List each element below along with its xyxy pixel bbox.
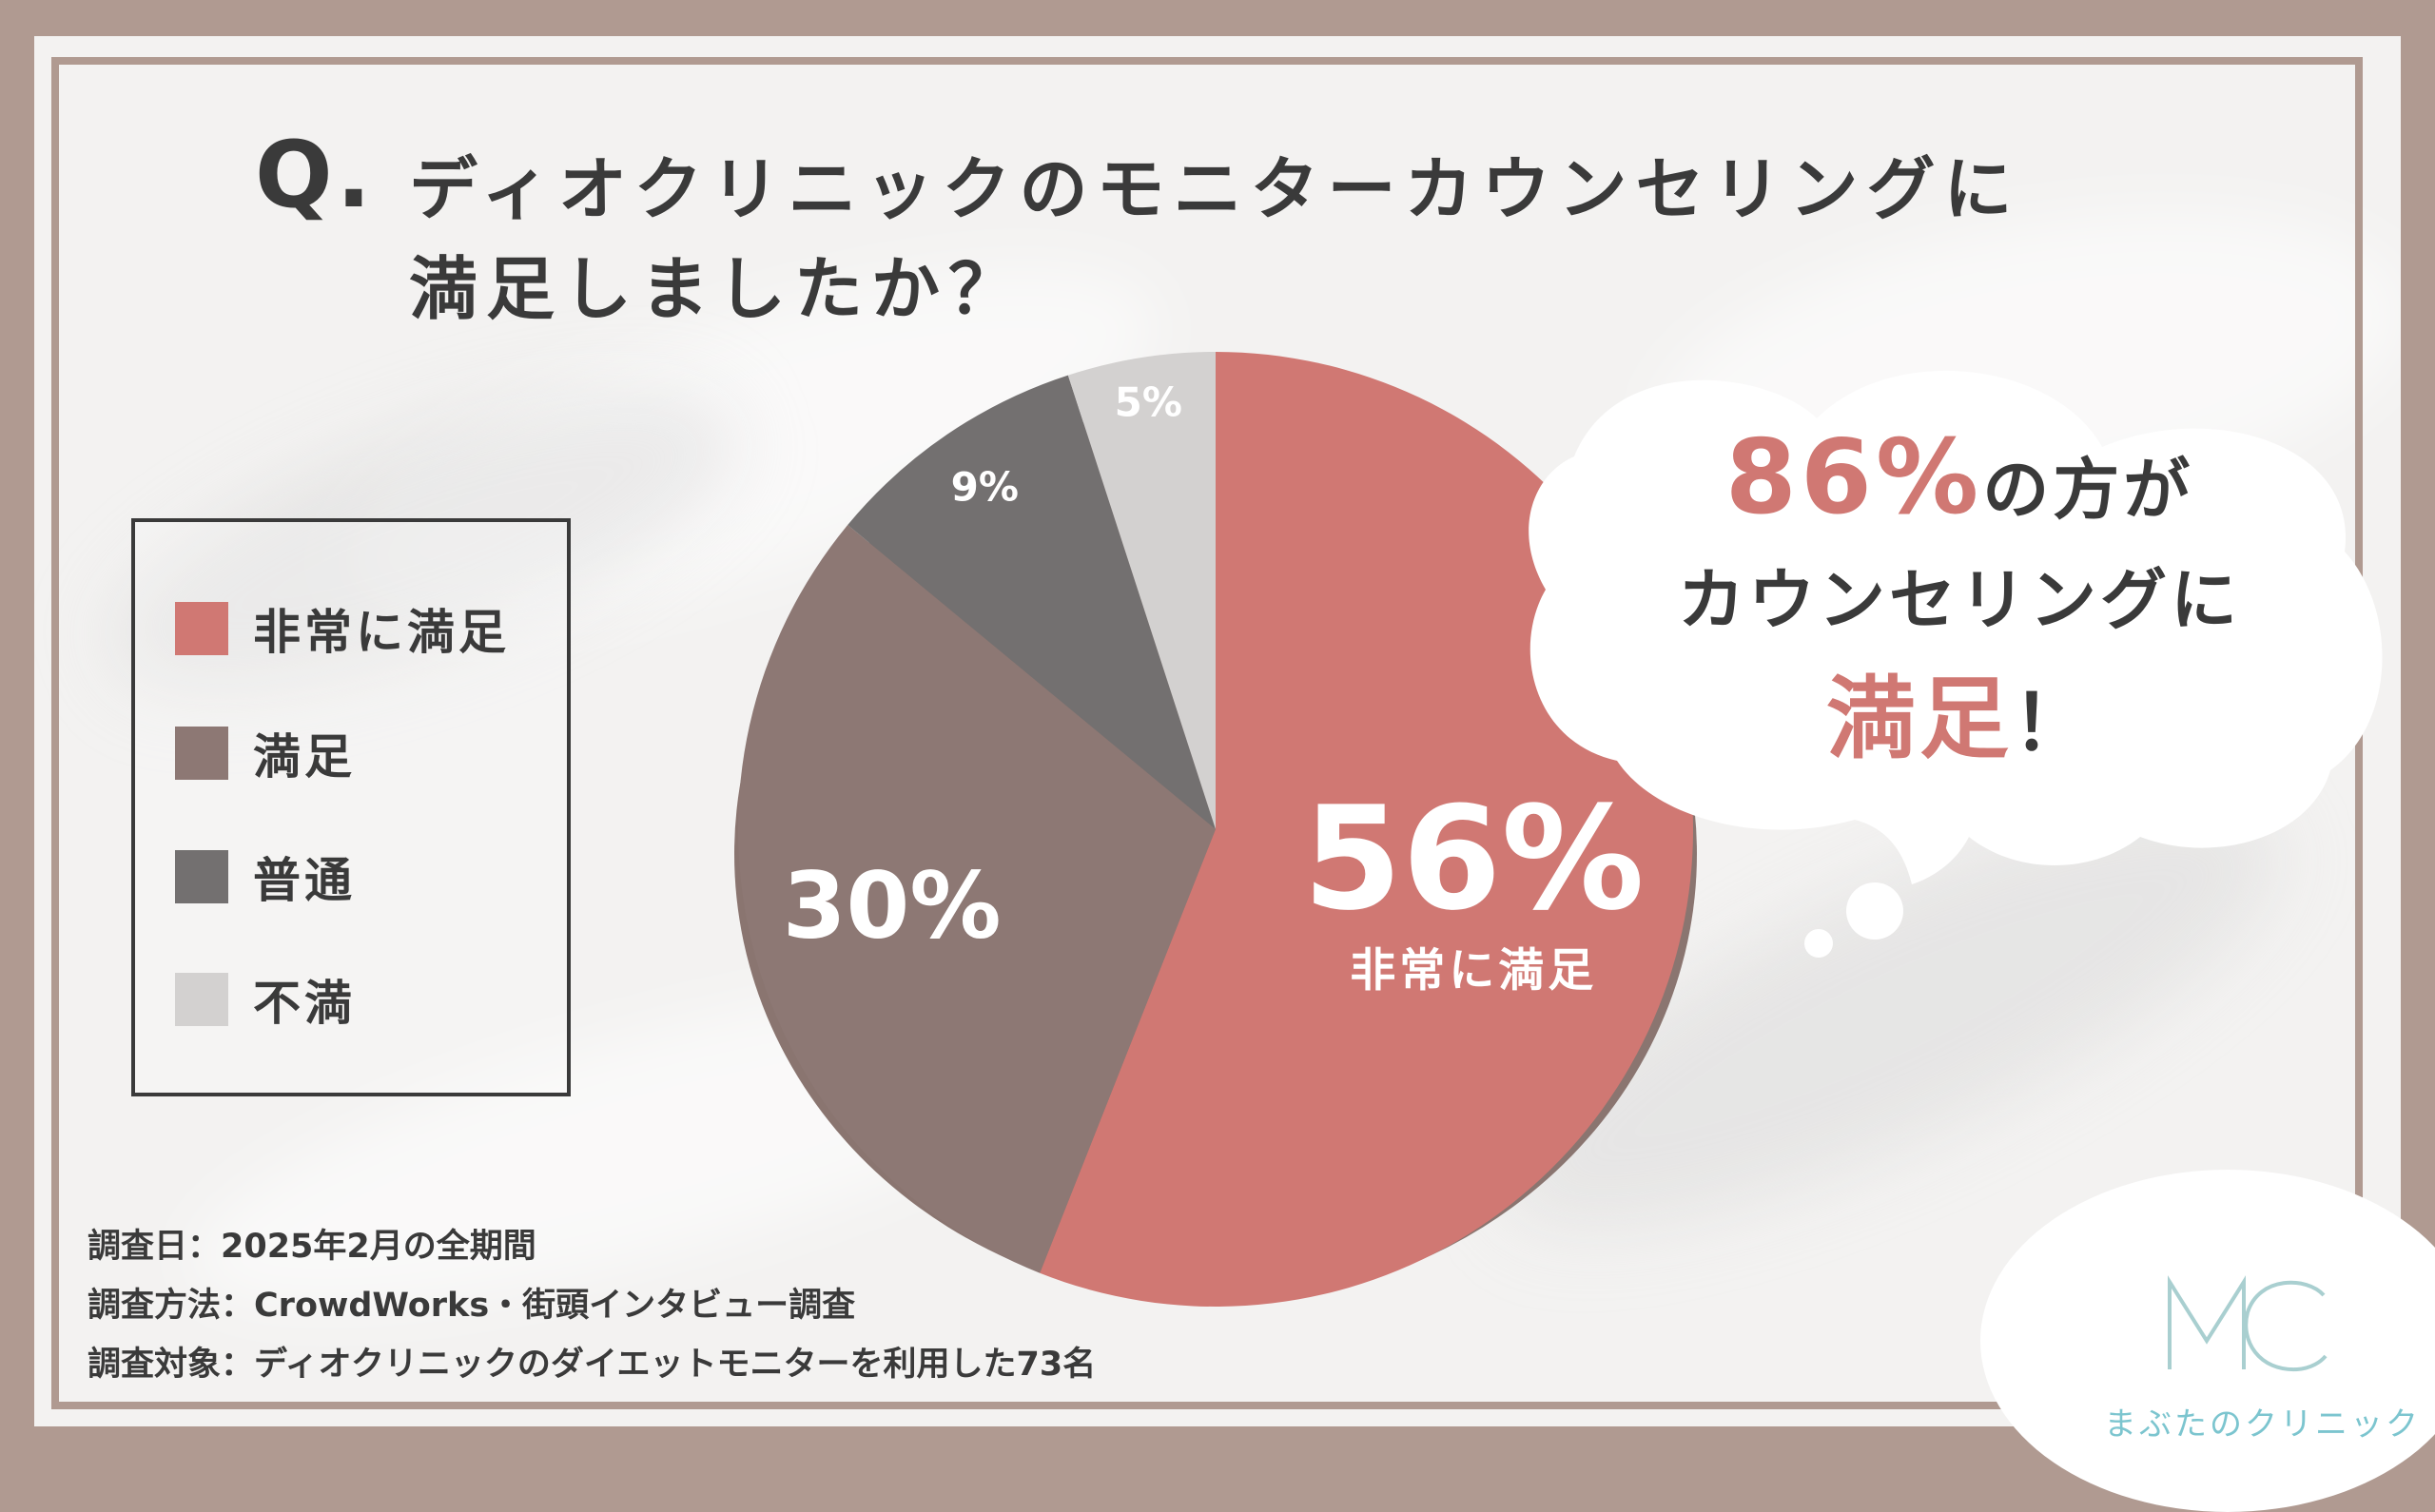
pie-slice-3 — [1067, 352, 1216, 829]
logo-text: まぶたのクリニック — [2104, 1405, 2421, 1444]
callout-highlight-word: 満足 — [1825, 668, 2013, 771]
footer-survey-method: 調査方法：CrowdWorks・街頭インタビュー調査 — [88, 1287, 856, 1325]
legend: 非常に満足 満足 普通 不満 — [131, 518, 571, 1096]
pie-label-1: 30% — [783, 853, 1002, 960]
legend-item-neutral: 普通 — [175, 848, 356, 908]
pie-labels: 56%非常に満足 30% 9% 5% — [783, 378, 1645, 997]
footer-survey-date: 調査日：2025年2月の全期間 — [88, 1228, 536, 1266]
bubble-body — [1529, 370, 2383, 884]
logo-m-shape — [2168, 1275, 2246, 1369]
question-line-2: 満足しましたか？ — [409, 249, 1026, 329]
question-line-1: ディオクリニックのモニターカウンセリングに — [409, 149, 2021, 229]
callout-line-3-text: ！ — [2013, 679, 2093, 767]
pie-slice-2 — [847, 375, 1216, 829]
legend-item-satisfied: 満足 — [175, 725, 356, 785]
legend-swatch — [175, 850, 228, 903]
callout-highlight-value: 86% — [1724, 418, 1983, 537]
pie-label-2: 9% — [951, 463, 1019, 510]
pie-slices — [737, 352, 1693, 1307]
question-mark-label: Q. — [255, 122, 376, 228]
bubble-dot-small — [1804, 929, 1833, 958]
logo-c-shape — [2244, 1280, 2328, 1372]
callout-line-2: カウンセリングに — [1678, 561, 2241, 639]
pie-sublabel-0: 非常に満足 — [1350, 944, 1597, 998]
legend-item-very-satisfied: 非常に満足 — [175, 600, 510, 660]
pie-chart: 56%非常に満足 30% 9% 5% — [734, 352, 1697, 1307]
legend-item-dissatisfied: 不満 — [175, 971, 356, 1031]
legend-label: 非常に満足 — [253, 605, 510, 660]
legend-swatch — [175, 727, 228, 780]
callout-line-3: 満足！ — [1769, 647, 2150, 776]
legend-label: 満足 — [253, 729, 356, 785]
callout-line-1: 86%の方が — [1722, 418, 2197, 537]
pie-slice-1 — [737, 525, 1216, 1273]
legend-swatch — [175, 602, 228, 655]
callout-line-1-text: の方が — [1982, 451, 2194, 529]
speech-bubble — [1529, 370, 2383, 958]
bubble-dot-large — [1846, 882, 1903, 940]
legend-label: 不満 — [253, 976, 356, 1031]
pie-slice-0 — [1040, 352, 1693, 1307]
pie-label-3: 5% — [1115, 378, 1182, 425]
logo-mark: MC — [2168, 1275, 2328, 1372]
pie-label-0: 56% — [1303, 777, 1645, 942]
legend-swatch — [175, 973, 228, 1026]
footer-survey-target: 調査対象：ディオクリニックのダイエットモニターを利用した73名 — [88, 1346, 1097, 1384]
legend-label: 普通 — [253, 853, 356, 908]
